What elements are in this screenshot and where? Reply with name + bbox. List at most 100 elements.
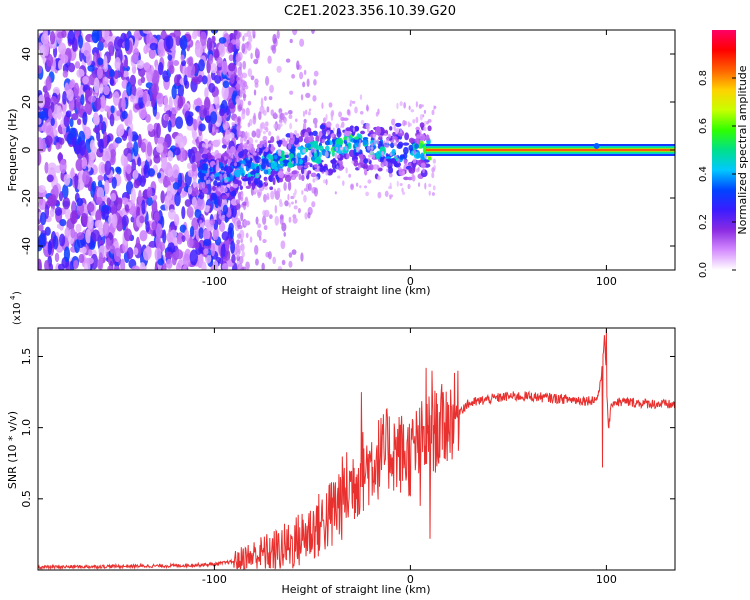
noise-speckle bbox=[146, 67, 153, 83]
snr-x-tick-label: -100 bbox=[202, 573, 227, 586]
halo-speckle bbox=[288, 202, 291, 208]
noise-speckle bbox=[224, 237, 230, 252]
spectrogram-x-label: Height of straight line (km) bbox=[281, 284, 430, 297]
halo-speckle bbox=[294, 130, 298, 135]
fade-speckle bbox=[311, 201, 316, 208]
noise-speckle bbox=[175, 116, 184, 129]
noise-speckle bbox=[113, 36, 122, 52]
fade-speckle bbox=[235, 199, 241, 205]
ridge-cell bbox=[377, 167, 383, 172]
halo-speckle bbox=[308, 151, 312, 158]
halo-speckle bbox=[389, 194, 394, 198]
ridge-cell bbox=[284, 174, 292, 183]
ridge-cell bbox=[303, 165, 309, 169]
fade-speckle bbox=[257, 223, 262, 229]
ridge-cell bbox=[270, 170, 275, 177]
halo-speckle bbox=[221, 217, 225, 222]
halo-speckle bbox=[402, 119, 406, 127]
noise-speckle bbox=[171, 107, 178, 115]
fade-speckle bbox=[246, 41, 252, 51]
halo-speckle bbox=[285, 171, 290, 175]
halo-speckle bbox=[431, 172, 435, 179]
fade-speckle bbox=[285, 58, 291, 63]
halo-speckle bbox=[217, 205, 221, 212]
noise-speckle bbox=[73, 82, 80, 97]
fade-speckle bbox=[306, 78, 310, 88]
snr-x-tick-label: 100 bbox=[596, 573, 617, 586]
noise-speckle bbox=[180, 54, 185, 62]
fade-speckle bbox=[289, 90, 294, 95]
noise-speckle bbox=[147, 168, 156, 177]
noise-speckle bbox=[183, 74, 188, 87]
ridge-cell bbox=[368, 164, 374, 171]
noise-speckle bbox=[39, 232, 46, 249]
spectrogram-x-ticks: -100 0 100 bbox=[202, 30, 617, 288]
noise-speckle bbox=[203, 238, 212, 247]
ridge-cell bbox=[314, 157, 322, 165]
noise-speckle bbox=[145, 114, 151, 123]
noise-speckle bbox=[201, 261, 207, 270]
noise-speckle bbox=[64, 208, 72, 220]
noise-speckle bbox=[49, 208, 55, 218]
ridge-cell bbox=[258, 180, 263, 187]
noise-speckle bbox=[191, 162, 197, 172]
halo-speckle bbox=[291, 160, 294, 164]
ridge-cell bbox=[425, 134, 430, 142]
halo-speckle bbox=[334, 191, 337, 195]
noise-speckle bbox=[90, 253, 99, 270]
ridge-cell bbox=[326, 135, 331, 140]
ridge-cell bbox=[304, 155, 308, 161]
noise-speckle bbox=[221, 84, 229, 100]
halo-speckle bbox=[364, 185, 367, 189]
halo-speckle bbox=[386, 168, 389, 173]
noise-speckle bbox=[177, 96, 184, 109]
noise-speckle bbox=[46, 174, 54, 183]
halo-speckle bbox=[360, 119, 365, 125]
noise-speckle bbox=[132, 169, 139, 179]
ridge-cell bbox=[239, 185, 244, 191]
halo-speckle bbox=[377, 175, 381, 181]
noise-speckle bbox=[61, 184, 69, 199]
fade-speckle bbox=[266, 106, 270, 113]
noise-speckle bbox=[168, 64, 175, 75]
halo-speckle bbox=[371, 154, 374, 158]
snr-y-tick-label: 1.5 bbox=[20, 348, 33, 366]
noise-speckle bbox=[142, 91, 148, 105]
halo-speckle bbox=[383, 132, 388, 137]
noise-speckle bbox=[157, 41, 164, 58]
fade-speckle bbox=[241, 72, 248, 79]
noise-speckle bbox=[87, 184, 93, 192]
fade-speckle bbox=[262, 109, 267, 116]
noise-speckle bbox=[171, 84, 177, 100]
noise-speckle bbox=[82, 170, 91, 185]
halo-speckle bbox=[370, 142, 374, 147]
noise-speckle bbox=[228, 62, 236, 72]
halo-speckle bbox=[324, 151, 329, 158]
fade-speckle bbox=[289, 38, 293, 44]
spectrogram-y-tick-label: 0 bbox=[20, 147, 33, 154]
noise-speckle bbox=[101, 155, 108, 162]
noise-speckle bbox=[65, 110, 72, 118]
halo-speckle bbox=[367, 122, 371, 130]
noise-speckle bbox=[109, 69, 115, 78]
noise-speckle bbox=[123, 58, 129, 69]
noise-speckle bbox=[168, 208, 177, 220]
halo-speckle bbox=[389, 152, 393, 157]
fade-speckle bbox=[241, 266, 247, 270]
fade-speckle bbox=[302, 81, 306, 88]
noise-speckle bbox=[227, 42, 234, 54]
noise-speckle bbox=[181, 235, 186, 243]
noise-speckle bbox=[170, 229, 178, 239]
spectrogram-y-tick-label: -20 bbox=[20, 189, 33, 207]
halo-speckle bbox=[210, 140, 215, 144]
colorbar-bar bbox=[712, 30, 736, 270]
ridge-cell bbox=[284, 154, 290, 159]
noise-speckle bbox=[38, 224, 44, 232]
noise-speckle bbox=[167, 150, 174, 162]
fade-speckle bbox=[297, 207, 301, 214]
halo-speckle bbox=[255, 128, 260, 135]
halo-speckle bbox=[279, 149, 282, 154]
noise-speckle bbox=[60, 54, 69, 64]
fade-speckle bbox=[237, 208, 241, 217]
ridge-cell bbox=[308, 135, 315, 142]
